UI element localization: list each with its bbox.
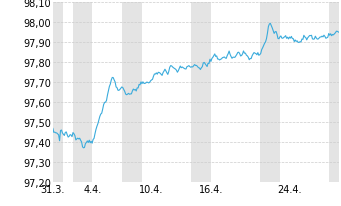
Bar: [329, 3, 339, 182]
Bar: [122, 3, 142, 182]
Bar: [260, 3, 280, 182]
Bar: [73, 3, 92, 182]
Bar: [191, 3, 211, 182]
Bar: [53, 3, 63, 182]
